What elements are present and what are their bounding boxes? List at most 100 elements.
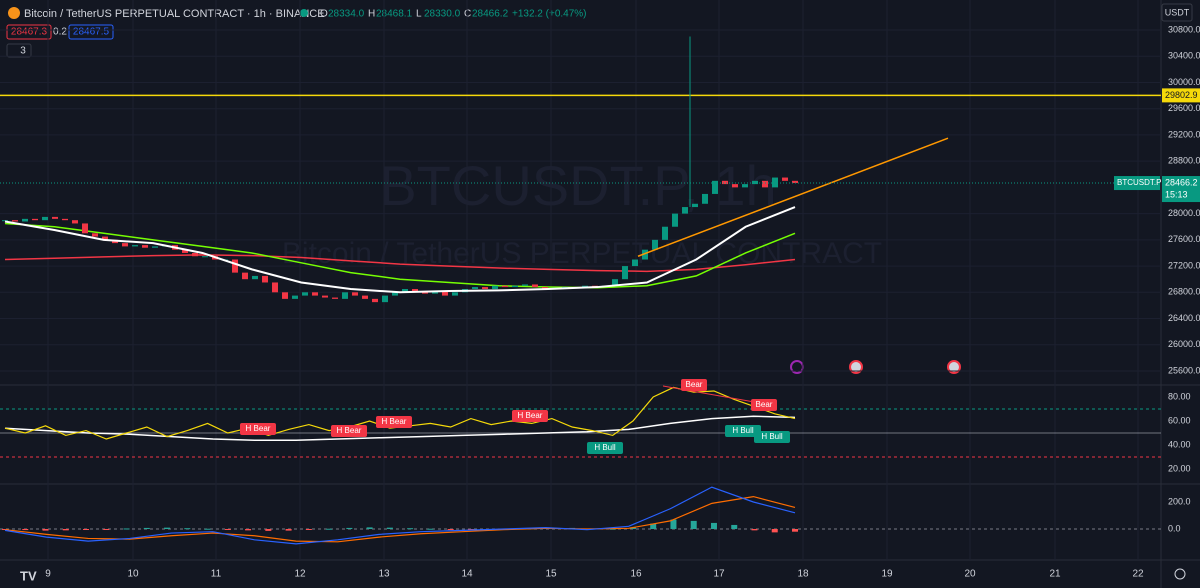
ohlc-key: L	[416, 9, 422, 20]
candle	[72, 220, 78, 224]
candle	[202, 256, 208, 258]
candle	[192, 252, 198, 257]
indicator-line	[4, 486, 796, 545]
signal-box	[331, 425, 367, 437]
histogram-bar	[265, 529, 272, 531]
candle	[332, 297, 338, 299]
price-tick-label: 30000.0	[1168, 77, 1200, 87]
rsi-tick-label: 60.00	[1168, 415, 1191, 425]
time-label: 13	[378, 569, 390, 580]
currency[interactable]: USDT	[1165, 7, 1190, 17]
signal-box	[725, 425, 761, 437]
candle	[532, 284, 538, 288]
candle	[322, 295, 328, 298]
histogram-bar	[143, 527, 150, 529]
candle	[542, 287, 548, 290]
histogram-bar	[407, 528, 414, 530]
signal-label: H Bull	[761, 432, 783, 441]
candle	[252, 275, 258, 280]
price-tick-label: 29600.0	[1168, 103, 1200, 113]
histogram-bar	[710, 522, 717, 529]
spread: 0.2	[53, 27, 67, 38]
price-tick-label: 26800.0	[1168, 287, 1200, 297]
settings-icon[interactable]	[1174, 568, 1186, 580]
histogram-bar	[366, 527, 373, 529]
candle	[412, 289, 418, 293]
watermark-name: Bitcoin / TetherUS PERPETUAL CONTRACT	[282, 237, 882, 270]
price-box	[1162, 176, 1200, 203]
histogram-bar	[751, 529, 758, 531]
histogram-bar	[792, 529, 798, 532]
histogram-bar	[164, 527, 171, 529]
signal-label: H Bear	[382, 417, 407, 426]
histogram-bar	[427, 528, 434, 530]
histogram-bar	[224, 529, 231, 530]
histogram-bar	[326, 528, 333, 530]
histogram-bar	[22, 529, 29, 531]
price-tick-label: 25600.0	[1168, 365, 1200, 375]
ohlc-value: 28330.0	[424, 9, 461, 20]
candle	[22, 218, 28, 222]
candle	[32, 218, 38, 221]
candle	[512, 285, 518, 288]
time-label: 12	[294, 569, 306, 580]
price-tick-label: 26000.0	[1168, 339, 1200, 349]
candle	[502, 285, 508, 288]
currency-box[interactable]	[1161, 3, 1193, 22]
histogram-bar	[83, 529, 90, 530]
signal-label: H Bear	[337, 426, 362, 435]
ohlc-value: 28334.0	[328, 9, 365, 20]
signal-label: Bear	[686, 380, 703, 389]
tv-logo[interactable]: TV	[20, 568, 37, 583]
candle	[142, 245, 148, 248]
time-label: 17	[713, 569, 725, 580]
candle	[302, 292, 308, 296]
histogram-bar	[690, 520, 697, 529]
event-icon[interactable]	[849, 360, 863, 374]
indicators-count[interactable]: 3	[20, 46, 26, 57]
price-tick-label: 27600.0	[1168, 234, 1200, 244]
candle	[232, 259, 238, 273]
event-icon[interactable]	[947, 360, 961, 374]
candle	[92, 233, 98, 237]
time-label: 22	[1132, 569, 1144, 580]
candle	[352, 292, 358, 296]
sell-box[interactable]	[6, 24, 52, 40]
moving-average	[4, 254, 796, 273]
histogram-bar	[771, 529, 778, 533]
sell-price[interactable]: 28467.3	[11, 27, 48, 38]
price-tick-label: 29200.0	[1168, 129, 1200, 139]
candle	[342, 292, 348, 299]
buy-price[interactable]: 28467.5	[73, 27, 110, 38]
indicators-toggle[interactable]	[6, 43, 32, 58]
signal-box	[754, 431, 790, 443]
candle	[692, 203, 698, 208]
signal-box	[751, 399, 777, 411]
candle	[52, 216, 58, 219]
histogram-bar	[245, 529, 252, 531]
candle	[652, 239, 658, 250]
signal-label: Bear	[756, 400, 773, 409]
buy-box[interactable]	[68, 24, 114, 40]
candle	[482, 287, 488, 290]
histogram-bar	[447, 529, 454, 530]
candle	[152, 246, 158, 248]
symbol-title[interactable]: Bitcoin / TetherUS PERPETUAL CONTRACT · …	[24, 8, 325, 20]
candle	[122, 243, 128, 247]
price-tick-label: 30400.0	[1168, 51, 1200, 61]
histogram-bar	[629, 527, 636, 529]
countdown: 15:13	[1165, 189, 1188, 199]
candle	[712, 180, 718, 194]
symbol-box	[1114, 176, 1160, 191]
candle	[132, 245, 138, 247]
signal-box	[240, 423, 276, 435]
candle	[762, 180, 768, 188]
histogram-bar	[184, 528, 191, 530]
histogram-bar	[650, 523, 657, 529]
candle	[362, 295, 368, 299]
candle	[62, 218, 68, 221]
candle	[792, 180, 798, 184]
histogram-bar	[346, 527, 353, 529]
